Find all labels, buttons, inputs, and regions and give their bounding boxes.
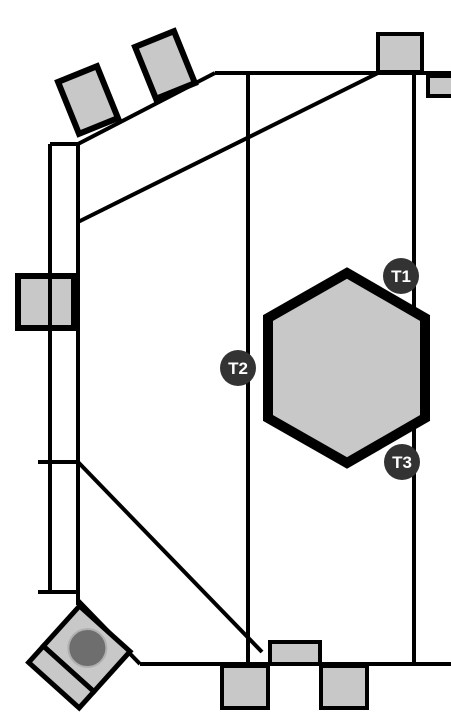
round-part-icon (67, 628, 108, 669)
marker-t3-label: T3 (392, 453, 412, 472)
block-tilted-2 (131, 27, 199, 103)
block-bottom-left (220, 664, 270, 710)
block-top-right (376, 32, 424, 74)
room-outline (76, 71, 451, 666)
marker-t2: T2 (220, 350, 256, 386)
marker-t3: T3 (384, 444, 420, 480)
block-bottom-center (268, 640, 322, 666)
marker-t1-label: T1 (391, 267, 411, 286)
outer-wall (38, 142, 78, 594)
block-tilted-1 (54, 62, 122, 138)
marker-t1: T1 (383, 258, 419, 294)
block-top-right-edge (426, 74, 451, 98)
hexagon (263, 267, 430, 469)
block-left-wall (15, 273, 77, 331)
block-bottom-right (319, 664, 369, 710)
corner-unit (25, 602, 134, 712)
marker-t2-label: T2 (228, 359, 248, 378)
